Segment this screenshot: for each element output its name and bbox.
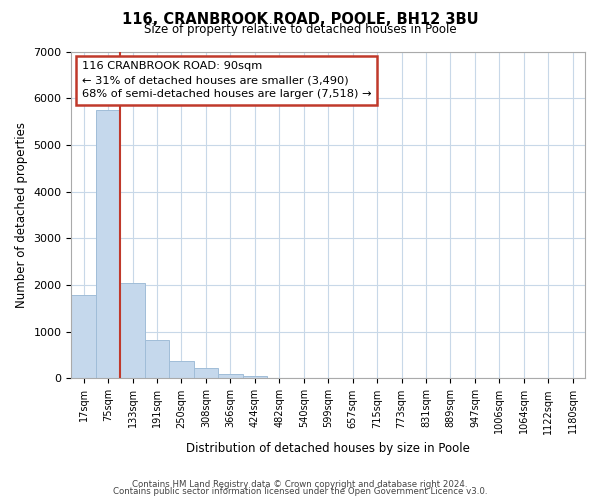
Bar	[242, 376, 267, 378]
Text: Contains public sector information licensed under the Open Government Licence v3: Contains public sector information licen…	[113, 487, 487, 496]
X-axis label: Distribution of detached houses by size in Poole: Distribution of detached houses by size …	[186, 442, 470, 455]
Text: 116 CRANBROOK ROAD: 90sqm
← 31% of detached houses are smaller (3,490)
68% of se: 116 CRANBROOK ROAD: 90sqm ← 31% of detac…	[82, 62, 371, 100]
Bar	[169, 361, 194, 378]
Y-axis label: Number of detached properties: Number of detached properties	[15, 122, 28, 308]
Bar	[194, 368, 218, 378]
Bar	[121, 282, 145, 378]
Text: Contains HM Land Registry data © Crown copyright and database right 2024.: Contains HM Land Registry data © Crown c…	[132, 480, 468, 489]
Bar	[71, 296, 96, 378]
Bar	[218, 374, 242, 378]
Bar	[96, 110, 121, 378]
Text: Size of property relative to detached houses in Poole: Size of property relative to detached ho…	[143, 22, 457, 36]
Bar	[145, 340, 169, 378]
Text: 116, CRANBROOK ROAD, POOLE, BH12 3BU: 116, CRANBROOK ROAD, POOLE, BH12 3BU	[122, 12, 478, 28]
